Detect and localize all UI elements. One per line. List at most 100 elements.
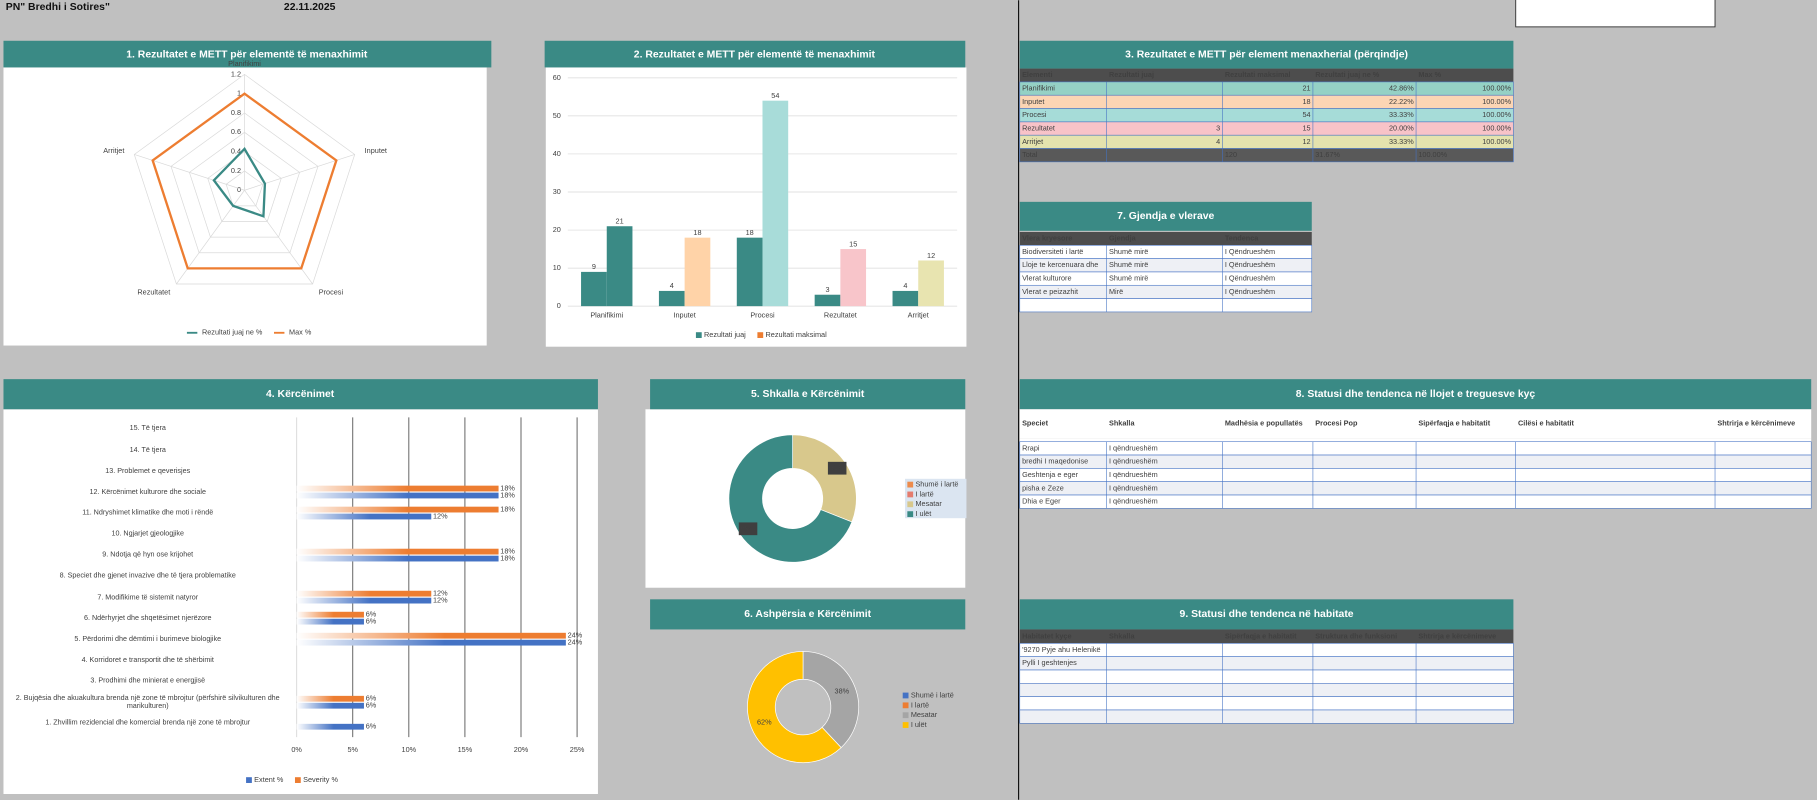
category-label: Arritjet [103, 146, 124, 155]
x-tick-label: 20% [514, 745, 529, 754]
category-label-box: 13. Problemet e qeverisjes [105, 467, 190, 475]
bar [296, 555, 499, 562]
r-tick-label: 0.4 [231, 147, 241, 156]
r-tick-label: 0 [237, 185, 241, 194]
bar [296, 611, 364, 618]
data-label: 12% [433, 596, 448, 605]
y-tick-label: 7. Modifikime të sistemit natyror [97, 592, 199, 602]
bar [684, 237, 711, 307]
category-label: Planifikimi [228, 59, 261, 68]
y-tick-label: 4. Korridoret e transportit dhe të shërb… [81, 656, 214, 665]
data-label: 6% [366, 694, 377, 703]
panel-title-bar [544, 40, 966, 68]
bar [296, 513, 432, 520]
table-cell: bredhi I maqedonise [1022, 457, 1088, 466]
legend-swatch [902, 692, 909, 699]
table-cell: '9270 Pyje ahu Helenikë [1022, 645, 1100, 654]
table-cell: I qëndrueshëm [1109, 483, 1158, 492]
y-tick-label: 2. Bujqësia dhe akuakultura brenda një z… [15, 693, 280, 711]
table-cell: Total [1022, 150, 1038, 159]
table-cell: I qëndrueshëm [1109, 443, 1158, 452]
table-cell: Geshtenja e eger [1022, 470, 1079, 479]
legend: Rezultati juaj Rezultati maksimal [695, 330, 828, 339]
table-cell: 54 [1302, 110, 1310, 119]
legend-label: I lartë [915, 489, 933, 498]
column-header: Tendenca [1225, 234, 1259, 243]
data-label: 24% [568, 631, 583, 640]
table-cell: I qëndrueshëm [1109, 470, 1158, 479]
table-cell: 120 [1225, 150, 1237, 159]
table-cell: Shumë mirë [1109, 260, 1148, 269]
table-row [1019, 108, 1514, 123]
table-cell: Inputet [1022, 97, 1044, 106]
column-header: Rezultati juaj ne % [1315, 70, 1380, 79]
empty-box [1515, 0, 1716, 28]
panel-title-bar [3, 379, 598, 410]
data-label: 9 [592, 262, 596, 271]
table-cell: I Qëndrueshëm [1225, 287, 1275, 296]
column-header: Procesi Pop [1315, 419, 1358, 428]
y-tick-label: 8. Speciet dhe gjenet invazive dhe të tj… [59, 571, 236, 581]
table-cell: I qëndrueshëm [1109, 497, 1158, 506]
table-cell: Arritjet [1022, 137, 1043, 146]
legend-label: Mesatar [915, 499, 942, 508]
y-tick-label: 14. Të tjera [129, 445, 166, 454]
table-title-bar [1019, 40, 1514, 69]
panel-title-bar [650, 379, 966, 410]
data-label: 18% [500, 547, 515, 556]
data-label: 4 [903, 281, 907, 290]
bar [814, 294, 841, 307]
legend-swatch [902, 702, 909, 709]
table-row [1019, 134, 1514, 149]
bar [736, 237, 763, 307]
legend-swatch [695, 332, 702, 339]
y-tick-label: 60 [553, 73, 561, 82]
column-header: Madhësia e popullatës [1225, 419, 1303, 428]
table-title-bar [1019, 201, 1312, 231]
bar [296, 618, 364, 625]
y-tick-label: 30 [553, 187, 561, 196]
sheet-date: 22.11.2025 [284, 2, 336, 13]
y-tick-label: 3. Prodhimi dhe minierat e energjisë [90, 677, 206, 686]
column-header: Rezultati juaj [1109, 70, 1154, 79]
legend-label: Rezultati maksimal [766, 330, 828, 339]
slice [802, 651, 859, 749]
table-cell: Mirë [1109, 287, 1123, 296]
table-cell: I Qëndrueshëm [1225, 247, 1275, 256]
column-header: Sipërfaqja e habitatit [1225, 631, 1297, 640]
legend: Rezultati juaj ne % Max % [186, 328, 312, 337]
table-row [1019, 298, 1313, 313]
table-row [1019, 669, 1514, 684]
data-label: 12 [927, 251, 935, 260]
x-tick-label: 5% [347, 745, 358, 754]
category-label-box: 5. Përdorimi dhe dëmtimi i burimeve biol… [74, 635, 221, 643]
table-cell: 12 [1302, 137, 1310, 146]
table-cell: Procesi [1022, 110, 1047, 119]
category-label-box: 9. Ndotja që hyn ose krijohet [102, 551, 193, 559]
data-label: 6% [366, 722, 377, 731]
data-label: 18% [500, 490, 515, 499]
column-header: Max % [1418, 70, 1441, 79]
column-header: Shtrirja e kërcënimeve [1717, 419, 1795, 428]
data-label: 69% [741, 524, 756, 533]
column-header: Habitatet kyçe [1022, 631, 1071, 640]
table-cell: 4 [1216, 137, 1220, 146]
legend-swatch [294, 777, 301, 783]
column-header: Cilësi e habitatit [1518, 419, 1575, 428]
table-cell: Dhia e Eger [1022, 497, 1061, 506]
table-cell: Pylli I geshtenjes [1022, 658, 1077, 667]
legend-swatch [902, 712, 909, 719]
legend: Extent % Severity % [246, 775, 338, 784]
table-cell: 42.86% [1389, 83, 1414, 92]
data-label: 3 [825, 285, 829, 294]
table-cell: I qëndrueshëm [1109, 457, 1158, 466]
panel-title: 5. Shkalla e Kërcënimit [751, 389, 865, 400]
table-cell: 33.33% [1389, 110, 1414, 119]
bar [296, 485, 499, 492]
bar [296, 639, 566, 646]
category-label-box: 7. Modifikime të sistemit natyror [97, 592, 199, 602]
slice [792, 434, 857, 523]
table-cell: Vlerat e peizazhit [1022, 287, 1078, 296]
data-label: 4 [670, 281, 674, 290]
